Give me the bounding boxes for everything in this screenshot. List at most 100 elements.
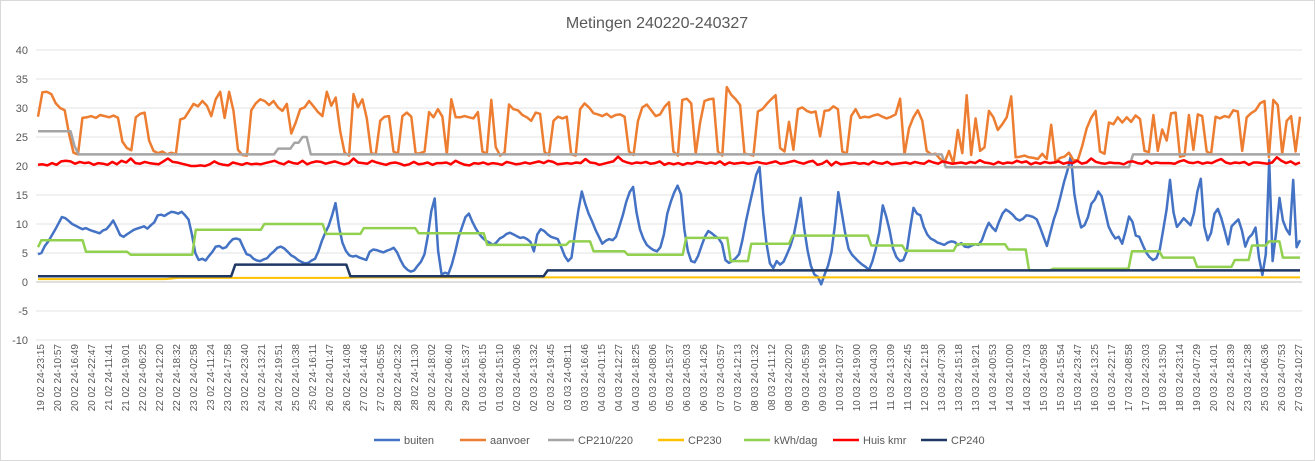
x-tick-label: 13 03 24-07:30	[937, 344, 948, 412]
x-tick-label: 25 02 24-10:38	[291, 344, 302, 412]
x-tick-label: 28 02 24-11:30	[410, 344, 421, 411]
x-tick-label: 13 03 24-19:21	[971, 344, 982, 412]
x-tick-label: 07 03 24-03:57	[716, 344, 727, 412]
x-tick-label: 20 02 24-16:49	[70, 344, 81, 412]
x-tick-label: 29 02 24-15:37	[461, 344, 472, 412]
x-tick-label: 05 03 24-15:37	[665, 344, 676, 412]
x-tick-label: 19 02 24-23:15	[36, 344, 47, 412]
y-tick-label: 40	[16, 45, 28, 57]
x-tick-label: 12 03 24-12:18	[920, 344, 931, 412]
x-tick-label: 06 03 24-05:03	[682, 344, 693, 412]
series-line-0	[37, 154, 1302, 286]
legend-label-5: Huis kmr	[863, 435, 907, 447]
x-tick-label: 05 03 24-08:06	[648, 344, 659, 412]
x-tick-label: 16 03 24-22:17	[1107, 344, 1118, 412]
x-tick-label: 04 03 24-12:27	[614, 344, 625, 412]
legend-label-3: CP230	[688, 435, 722, 447]
x-tick-label: 28 02 24-02:32	[393, 344, 404, 412]
x-tick-label: 26 03 24-07:53	[1277, 344, 1288, 412]
legend-label-1: aanvoer	[490, 435, 530, 447]
x-tick-label: 07 03 24-12:13	[733, 344, 744, 412]
y-axis: -10 -5 0 5 10 15 20 25 30 35 40	[12, 45, 28, 347]
x-tick-label: 24 02 24-19:51	[274, 344, 285, 412]
y-tick-label: 10	[16, 219, 28, 231]
x-tick-label: 27 02 24-05:55	[376, 344, 387, 412]
series-group	[36, 85, 1302, 286]
legend-label-0: buiten	[404, 435, 434, 447]
x-tick-label: 11 03 24-22:45	[903, 344, 914, 411]
y-tick-label: 20	[16, 161, 28, 173]
x-tick-label: 09 03 24-19:06	[818, 344, 829, 412]
series-line-4	[36, 222, 1300, 272]
x-tick-label: 14 03 24-00:53	[988, 344, 999, 412]
x-tick-label: 16 03 24-13:25	[1090, 344, 1101, 412]
x-tick-label: 23 03 24-12:38	[1243, 344, 1254, 412]
series-line-6	[38, 263, 1300, 278]
x-tick-label: 14 03 24-17:03	[1022, 344, 1033, 412]
x-tick-label: 24 02 24-13:21	[257, 344, 268, 412]
x-tick-label: 18 03 24-23:14	[1175, 344, 1186, 412]
x-tick-label: 26 02 24-14:08	[342, 344, 353, 412]
x-tick-label: 27 02 24-14:46	[359, 344, 370, 412]
x-tick-label: 23 02 24-17:58	[223, 344, 234, 412]
x-tick-label: 15 03 24-23:47	[1073, 344, 1084, 412]
x-tick-label: 29 02 24-06:40	[444, 344, 455, 412]
x-tick-label: 17 03 24-23:03	[1141, 344, 1152, 412]
y-tick-label: 35	[16, 74, 28, 86]
y-tick-label: 30	[16, 103, 28, 115]
x-tick-label: 11 03 24-04:30	[869, 344, 880, 411]
x-tick-label: 03 03 24-08:11	[563, 344, 574, 411]
y-tick-label: 5	[22, 248, 28, 260]
x-tick-label: 28 02 24-18:02	[427, 344, 438, 412]
x-axis: 19 02 24-23:15 20 02 24-10:57 20 02 24-16:…	[36, 344, 1305, 412]
x-tick-label: 27 03 24-10:27	[1294, 344, 1305, 412]
x-tick-label: 02 03 24-19:45	[546, 344, 557, 412]
y-tick-label: 25	[16, 132, 28, 144]
x-tick-label: 14 03 24-10:00	[1005, 344, 1016, 412]
x-tick-label: 04 03 24-01:15	[597, 344, 608, 412]
x-tick-label: 19 03 24-07:29	[1192, 344, 1203, 412]
legend: buiten aanvoer CP210/220 CP230 kWh/dag Huis k…	[374, 435, 985, 447]
x-tick-label: 10 03 24-10:37	[835, 344, 846, 412]
x-tick-label: 22 03 24-18:39	[1226, 344, 1237, 412]
x-tick-label: 18 03 24-13:50	[1158, 344, 1169, 412]
gridlines	[36, 49, 1302, 341]
x-tick-label: 22 02 24-12:20	[155, 344, 166, 412]
x-tick-label: 02 03 24-13:32	[529, 344, 540, 412]
chart-title: Metingen 240220-240327	[566, 15, 748, 32]
x-tick-label: 22 02 24-18:32	[172, 344, 183, 412]
legend-label-2: CP210/220	[578, 435, 633, 447]
x-tick-label: 25 03 24-06:36	[1260, 344, 1271, 412]
x-tick-label: 03 03 24-16:46	[580, 344, 591, 412]
series-line-2	[38, 129, 1300, 169]
x-tick-label: 06 03 24-14:26	[699, 344, 710, 412]
x-tick-label: 02 03 24-00:36	[512, 344, 523, 412]
series-line-1	[36, 85, 1302, 165]
x-tick-label: 08 03 24-20:20	[784, 344, 795, 412]
x-tick-label: 08 03 24-01:32	[750, 344, 761, 412]
x-tick-label: 20 02 24-10:57	[53, 344, 64, 412]
x-tick-label: 15 03 24-15:54	[1056, 344, 1067, 412]
x-tick-label: 10 03 24-19:00	[852, 344, 863, 412]
x-tick-label: 11 03 24-13:09	[886, 344, 897, 411]
series-line-3	[38, 276, 1300, 281]
x-tick-label: 23 02 24-11:24	[206, 344, 217, 411]
x-tick-label: 21 02 24-19:01	[121, 344, 132, 412]
x-tick-label: 15 03 24-09:58	[1039, 344, 1050, 412]
legend-label-4: kWh/dag	[774, 435, 817, 447]
x-tick-label: 09 03 24-05:59	[801, 344, 812, 412]
x-tick-label: 01 03 24-06:15	[478, 344, 489, 412]
x-tick-label: 20 03 24-14:01	[1209, 344, 1220, 412]
series-line-5	[37, 155, 1301, 168]
x-tick-label: 23 02 24-23:40	[240, 344, 251, 412]
x-tick-label: 01 03 24-15:10	[495, 344, 506, 412]
x-tick-label: 08 03 24-11:12	[767, 344, 778, 411]
x-tick-label: 04 03 24-18:25	[631, 344, 642, 412]
y-tick-label: -10	[12, 335, 28, 347]
x-tick-label: 13 03 24-15:18	[954, 344, 965, 412]
x-tick-label: 25 02 24-16:11	[308, 344, 319, 411]
x-tick-label: 20 02 24-22:47	[87, 344, 98, 412]
x-tick-label: 23 02 24-02:58	[189, 344, 200, 412]
x-tick-label: 22 02 24-06:25	[138, 344, 149, 412]
